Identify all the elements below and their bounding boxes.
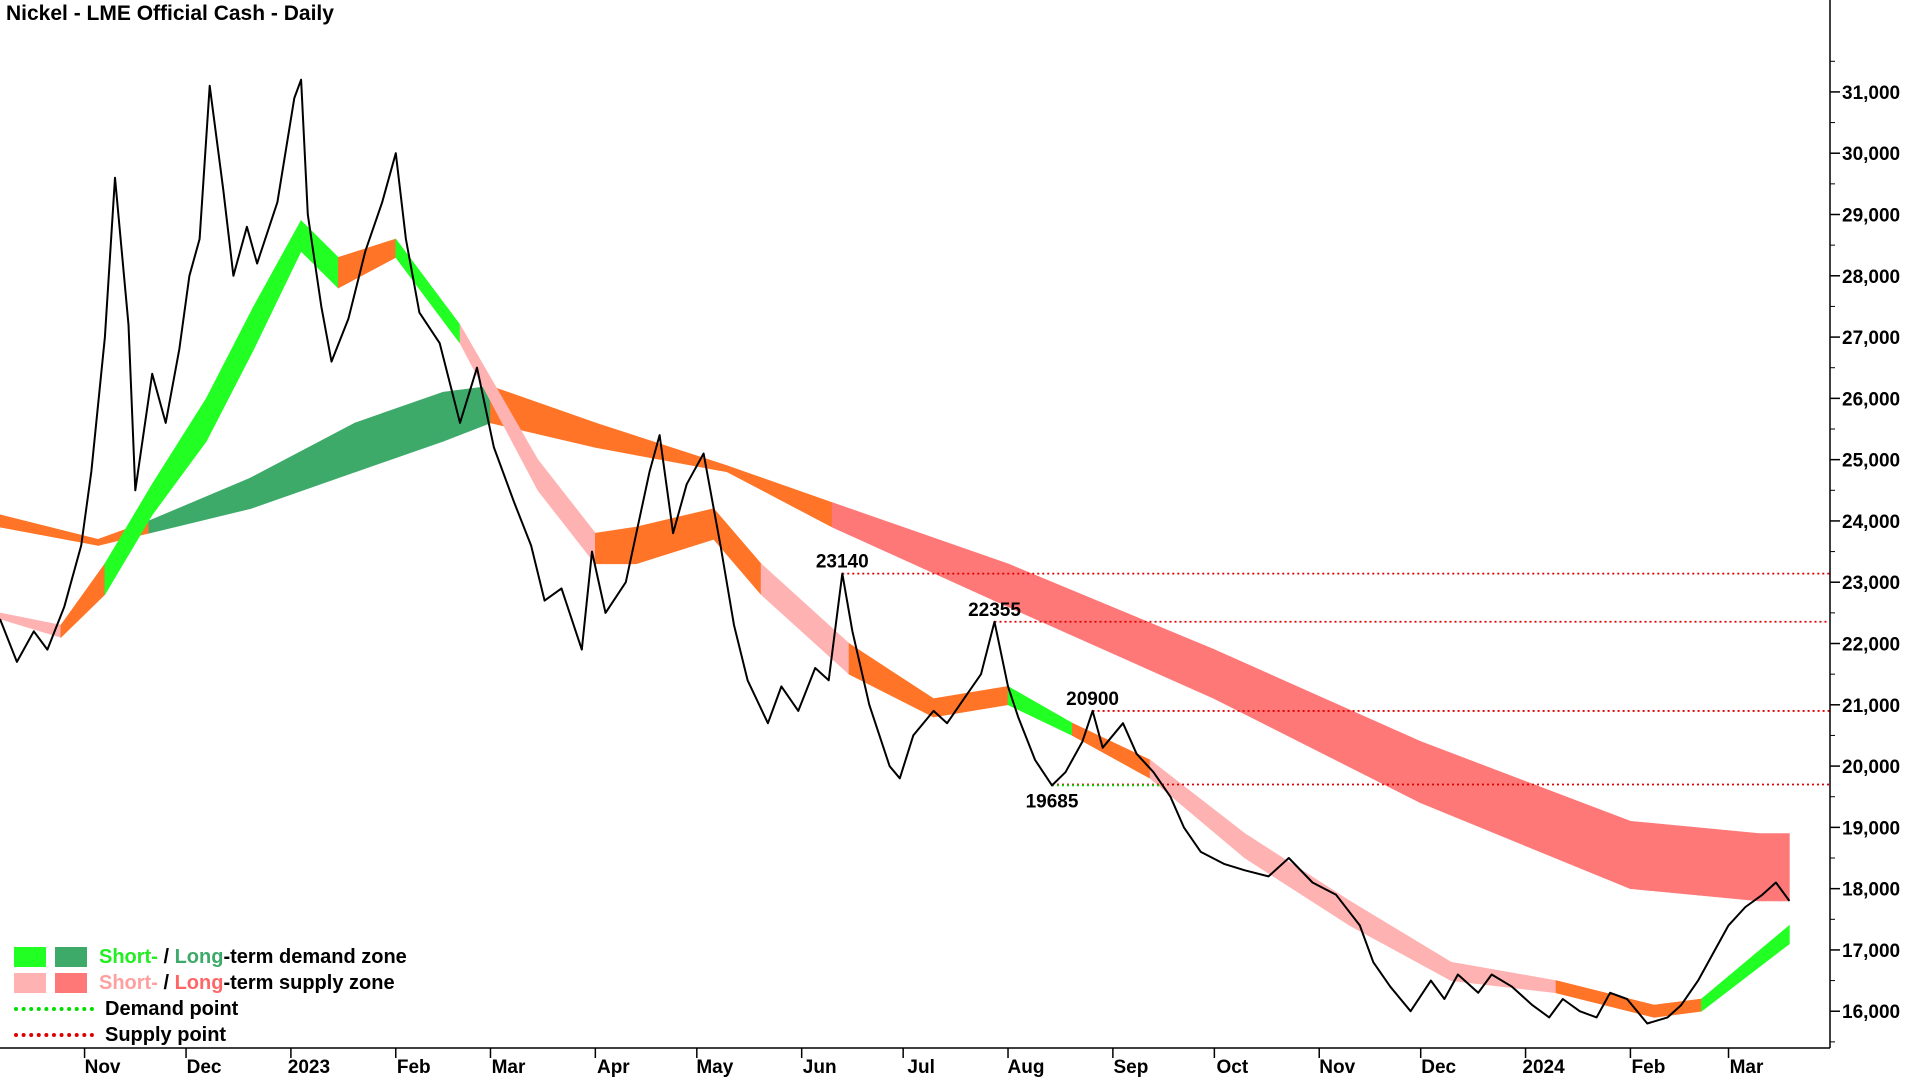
supply-point-label: 22355 bbox=[968, 600, 1021, 621]
long-term-zone-layer bbox=[0, 385, 1790, 902]
x-tick-label: 2023 bbox=[288, 1057, 330, 1078]
legend-demand-suffix: -term demand zone bbox=[223, 945, 407, 968]
y-tick-label: 26,000 bbox=[1842, 389, 1900, 410]
x-tick-label: Apr bbox=[597, 1057, 630, 1078]
short-term-zone-segment bbox=[1555, 980, 1655, 1018]
short-demand-swatch bbox=[14, 947, 46, 967]
short-term-zone-segment bbox=[206, 306, 254, 442]
legend-supply-point-label: Supply point bbox=[105, 1023, 227, 1046]
y-tick-label: 16,000 bbox=[1842, 1002, 1900, 1023]
x-tick-label: Feb bbox=[397, 1057, 431, 1078]
long-term-zone-segment bbox=[1007, 563, 1215, 700]
legend-slash-2: / bbox=[157, 971, 175, 994]
short-term-zone-segment bbox=[1244, 832, 1350, 926]
short-term-zone-segment bbox=[60, 562, 106, 639]
y-tick-label: 24,000 bbox=[1842, 512, 1900, 533]
long-demand-swatch bbox=[55, 947, 87, 967]
price-line bbox=[0, 78, 1791, 1025]
y-tick-label: 25,000 bbox=[1842, 451, 1900, 472]
legend: Short- / Long -term demand zone Short- / … bbox=[14, 944, 407, 1048]
long-term-zone-segment bbox=[726, 465, 833, 528]
x-tick-label: Nov bbox=[1319, 1057, 1355, 1078]
demand-point-label: 19685 bbox=[1026, 791, 1079, 812]
short-term-zone-segment bbox=[253, 220, 302, 350]
y-axis: 16,000 17,000 18,000 19,000 20,000 21,000 22,0… bbox=[1829, 0, 1900, 1048]
short-term-zone-segment bbox=[933, 686, 1009, 718]
point-labels-layer: 23140 22355 20900 19685 bbox=[816, 552, 1119, 813]
legend-supply-point: Supply point bbox=[14, 1022, 407, 1048]
x-axis: Nov Dec 2023 Feb Mar Apr May Jun Jul Aug Sep Oct Nov… bbox=[0, 1047, 1830, 1078]
legend-long-label-2: Long bbox=[174, 971, 224, 994]
short-term-zone-segment bbox=[1071, 722, 1151, 779]
legend-demand-point-label: Demand point bbox=[105, 997, 239, 1020]
demand-point-swatch bbox=[14, 1007, 94, 1011]
long-term-zone-segment bbox=[1420, 741, 1631, 890]
legend-demand-point: Demand point bbox=[14, 996, 407, 1022]
y-tick-label: 20,000 bbox=[1842, 757, 1900, 778]
x-tick-label: Aug bbox=[1008, 1057, 1045, 1078]
long-term-zone-segment bbox=[1214, 649, 1422, 804]
y-tick-label: 27,000 bbox=[1842, 328, 1900, 349]
supply-point-label: 20900 bbox=[1066, 689, 1119, 710]
x-tick-label: Oct bbox=[1217, 1057, 1249, 1078]
y-tick-label: 29,000 bbox=[1842, 206, 1900, 227]
supply-point-swatch bbox=[14, 1033, 94, 1037]
y-tick-label: 31,000 bbox=[1842, 83, 1900, 104]
short-term-zone-segment bbox=[1450, 961, 1557, 994]
short-term-zone-segment bbox=[595, 526, 637, 565]
long-term-zone-segment bbox=[1630, 820, 1760, 902]
y-tick-label: 17,000 bbox=[1842, 941, 1900, 962]
x-tick-label: Sep bbox=[1113, 1057, 1148, 1078]
legend-long-label: Long bbox=[174, 945, 224, 968]
short-term-zone-segment bbox=[1149, 759, 1246, 859]
y-tick-label: 23,000 bbox=[1842, 573, 1900, 594]
legend-supply-suffix: -term supply zone bbox=[223, 971, 395, 994]
x-tick-label: Dec bbox=[187, 1057, 222, 1078]
short-term-zone-segment bbox=[848, 642, 934, 718]
short-term-zone-segment bbox=[1007, 685, 1073, 736]
short-term-zone-layer bbox=[0, 219, 1790, 1018]
long-term-zone-segment bbox=[250, 422, 356, 510]
short-term-zone-segment bbox=[1701, 924, 1790, 1012]
supply-demand-lines-layer bbox=[842, 572, 1830, 787]
legend-short-label: Short- bbox=[99, 945, 158, 968]
legend-short-label-2: Short- bbox=[99, 971, 158, 994]
x-tick-label: Jun bbox=[803, 1057, 837, 1078]
y-tick-label: 21,000 bbox=[1842, 696, 1900, 717]
price-line-layer bbox=[0, 78, 1791, 1025]
short-term-zone-segment bbox=[300, 219, 339, 289]
short-term-zone-segment bbox=[635, 508, 715, 565]
y-tick-label: 30,000 bbox=[1842, 144, 1900, 165]
x-tick-label: May bbox=[696, 1057, 733, 1078]
legend-supply-zone: Short- / Long -term supply zone bbox=[14, 970, 407, 996]
x-tick-label: Jul bbox=[907, 1057, 934, 1078]
legend-slash: / bbox=[157, 945, 175, 968]
x-tick-label: Feb bbox=[1632, 1057, 1666, 1078]
supply-point-label: 23140 bbox=[816, 552, 869, 573]
short-term-zone-segment bbox=[0, 612, 62, 638]
x-tick-label: Mar bbox=[1730, 1057, 1764, 1078]
short-term-zone-segment bbox=[395, 238, 461, 345]
short-term-zone-segment bbox=[151, 397, 207, 516]
long-term-zone-segment bbox=[354, 391, 444, 473]
long-term-zone-segment bbox=[1758, 833, 1790, 902]
short-term-zone-segment bbox=[537, 458, 596, 565]
legend-demand-zone: Short- / Long -term demand zone bbox=[14, 944, 407, 970]
x-tick-label: Nov bbox=[85, 1057, 121, 1078]
x-tick-label: Mar bbox=[492, 1057, 526, 1078]
y-tick-label: 18,000 bbox=[1842, 880, 1900, 901]
x-tick-label: Dec bbox=[1421, 1057, 1456, 1078]
y-tick-label: 28,000 bbox=[1842, 267, 1900, 288]
y-tick-label: 19,000 bbox=[1842, 818, 1900, 839]
long-supply-swatch bbox=[55, 973, 87, 993]
short-supply-swatch bbox=[14, 973, 46, 993]
chart-title: Nickel - LME Official Cash - Daily bbox=[6, 2, 334, 25]
y-tick-label: 22,000 bbox=[1842, 635, 1900, 656]
x-tick-label: 2024 bbox=[1522, 1057, 1565, 1078]
